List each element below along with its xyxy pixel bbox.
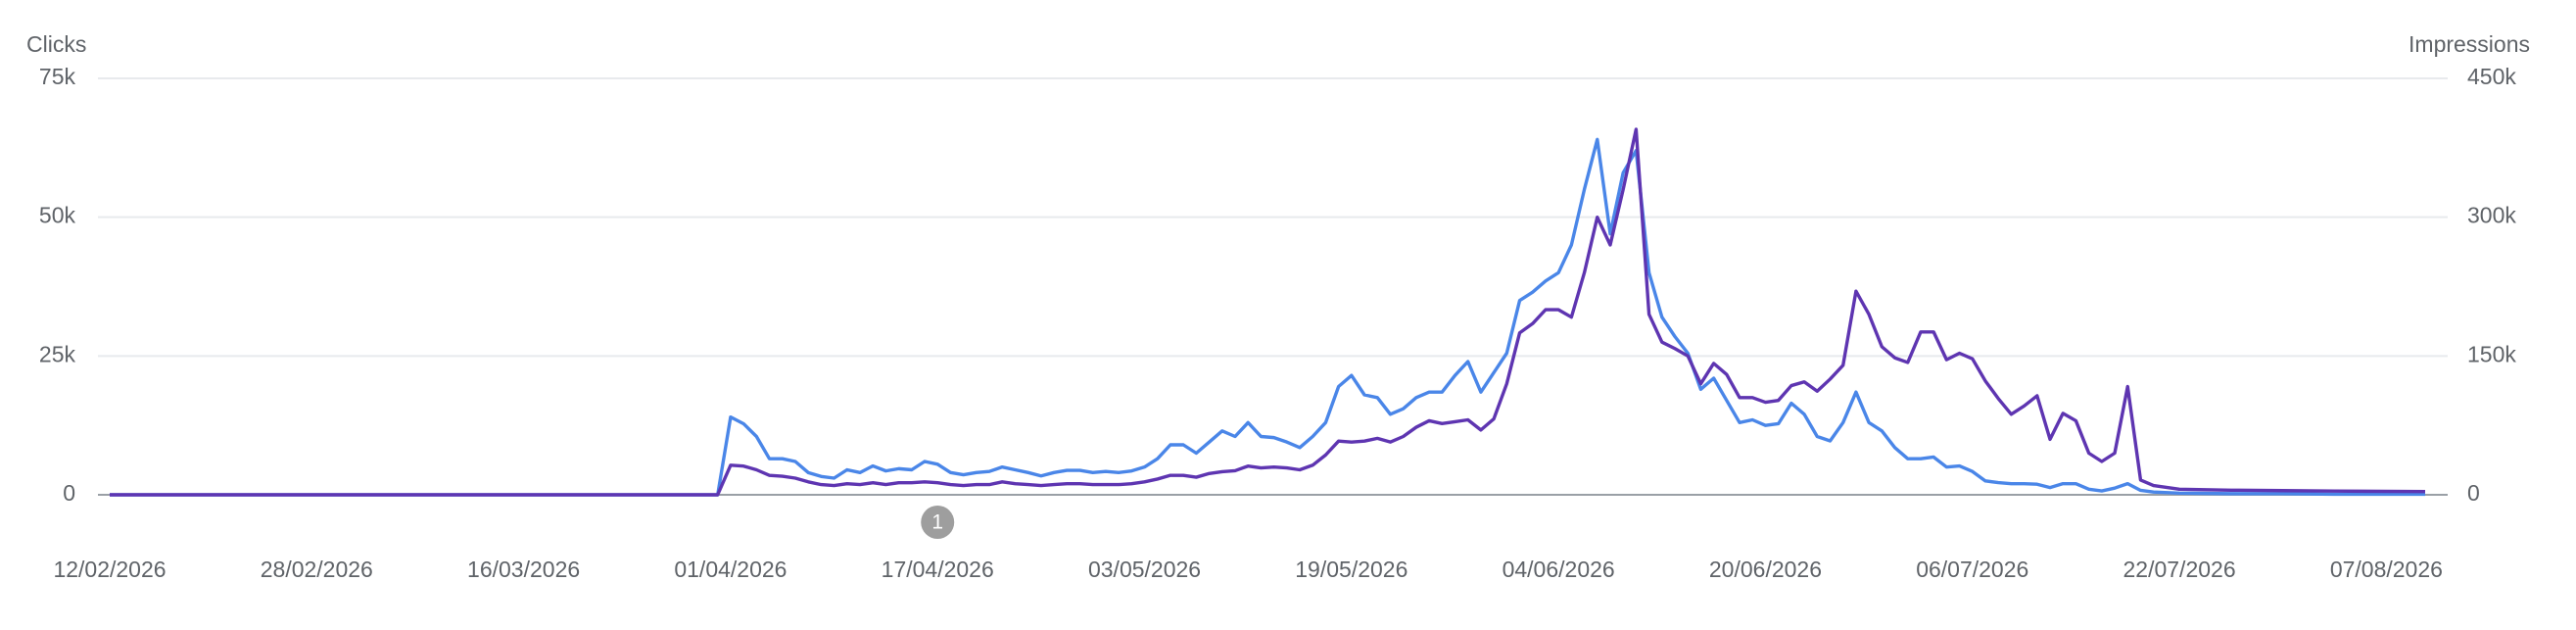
series-line bbox=[110, 127, 2426, 497]
x-tick-label: 20/06/2026 bbox=[1709, 557, 1822, 582]
y2-tick-label: 0 bbox=[2467, 480, 2480, 506]
series-line bbox=[110, 137, 2425, 497]
x-tick-label: 19/05/2026 bbox=[1295, 557, 1407, 582]
y2-tick-label: 450k bbox=[2467, 64, 2516, 89]
x-tick-label: 28/02/2026 bbox=[261, 557, 373, 582]
x-tick-label: 16/03/2026 bbox=[467, 557, 580, 582]
x-tick-label: 07/08/2026 bbox=[2330, 557, 2443, 582]
x-tick-label: 01/04/2026 bbox=[674, 557, 787, 582]
y-axis-title: Clicks bbox=[26, 31, 86, 57]
x-tick-label: 06/07/2026 bbox=[1916, 557, 2028, 582]
x-tick-label: 22/07/2026 bbox=[2123, 557, 2236, 582]
y-tick-label: 0 bbox=[63, 480, 75, 506]
y2-tick-label: 300k bbox=[2467, 203, 2516, 228]
y-tick-label: 25k bbox=[39, 341, 76, 366]
annotation-marker bbox=[921, 506, 955, 539]
y2-axis-title: Impressions bbox=[2409, 31, 2530, 57]
x-tick-label: 17/04/2026 bbox=[882, 557, 994, 582]
y-tick-label: 50k bbox=[39, 203, 76, 228]
y2-tick-label: 150k bbox=[2467, 341, 2516, 366]
y-tick-label: 75k bbox=[39, 64, 76, 89]
x-tick-label: 03/05/2026 bbox=[1088, 557, 1201, 582]
x-tick-label: 04/06/2026 bbox=[1503, 557, 1615, 582]
annotation-label: 1 bbox=[931, 511, 943, 534]
x-tick-label: 12/02/2026 bbox=[53, 557, 166, 582]
